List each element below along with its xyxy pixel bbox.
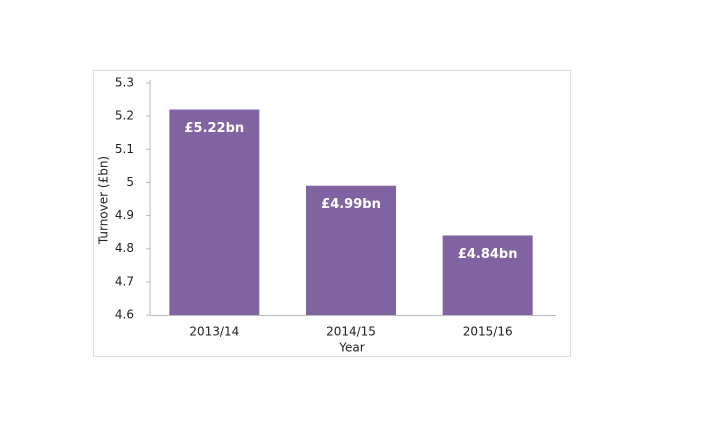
bar — [169, 109, 260, 315]
y-tick-label: 4.8 — [115, 241, 134, 255]
y-tick-label: 5.2 — [115, 109, 134, 123]
y-axis-title: Turnover (£bn) — [97, 156, 111, 245]
y-tick-label: 5.1 — [115, 142, 134, 156]
x-tick-label: 2014/15 — [326, 325, 376, 339]
value-label: £4.99bn — [321, 197, 381, 212]
value-label: £5.22bn — [184, 121, 244, 136]
bar — [442, 235, 533, 315]
y-tick-label: 5.3 — [115, 76, 134, 90]
bar — [306, 185, 396, 315]
y-tick-label: 4.7 — [115, 274, 134, 288]
x-tick-label: 2015/16 — [463, 325, 513, 339]
x-tick-label: 2013/14 — [189, 325, 239, 339]
y-tick-label: 5 — [126, 175, 134, 189]
y-tick-label: 4.9 — [115, 208, 134, 222]
x-axis-title: Year — [338, 341, 364, 355]
value-label: £4.84bn — [458, 247, 518, 262]
y-tick-label: 4.6 — [115, 308, 134, 322]
